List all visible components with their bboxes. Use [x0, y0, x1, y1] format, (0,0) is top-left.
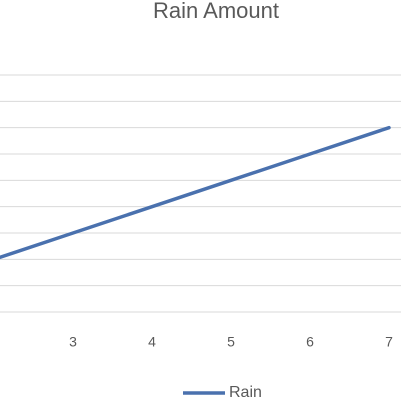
x-tick-label: 5 [227, 334, 235, 350]
data-line [0, 125, 391, 260]
chart-title: Rain Amount [153, 0, 279, 23]
x-tick-label: 7 [385, 334, 393, 350]
legend-label: Rain [229, 384, 262, 401]
x-tick-label: 3 [69, 334, 77, 350]
x-tick-label: 6 [306, 334, 314, 350]
x-tick-label: 4 [148, 334, 156, 350]
